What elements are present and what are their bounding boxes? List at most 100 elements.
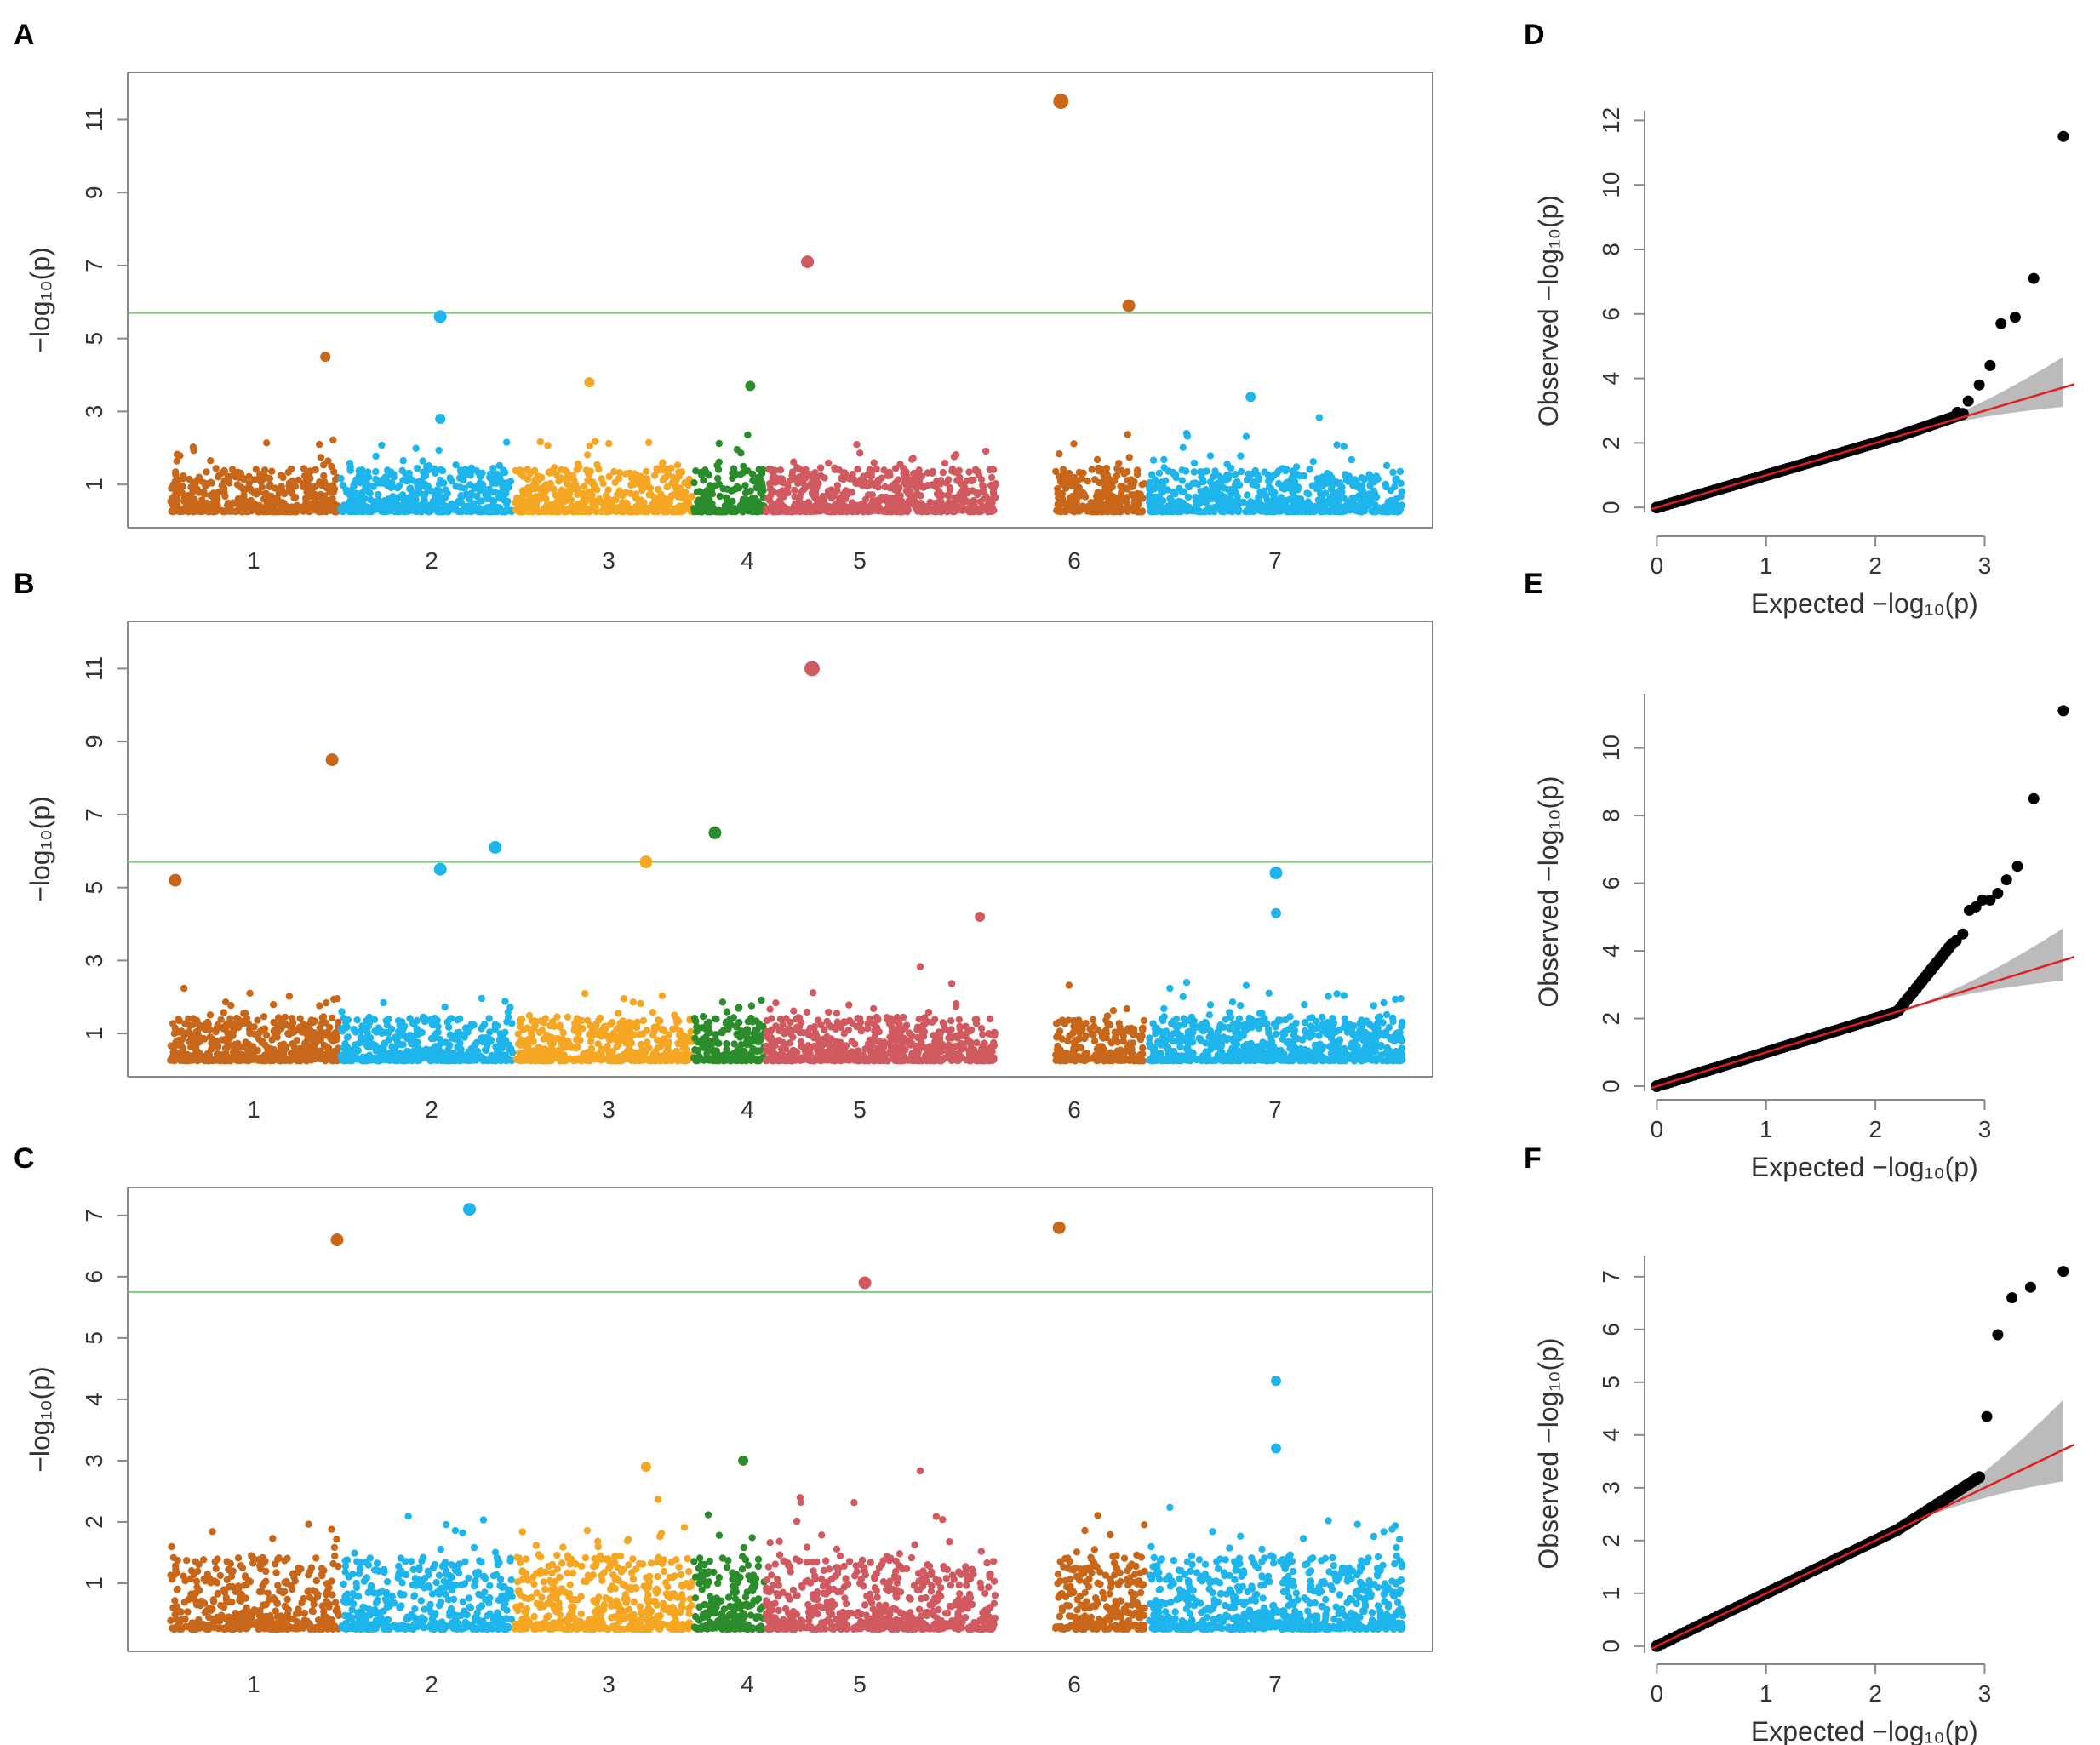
snp-point — [358, 1022, 366, 1030]
snp-point — [519, 489, 527, 498]
snp-point — [825, 1008, 833, 1016]
snp-point — [1059, 466, 1067, 473]
snp-point — [878, 493, 886, 501]
snp-point — [328, 1014, 336, 1022]
snp-point — [1101, 483, 1109, 490]
snp-point — [285, 506, 293, 513]
snp-point — [595, 498, 604, 506]
snp-point — [768, 486, 775, 495]
snp-point — [177, 1042, 185, 1050]
snp-point — [1110, 493, 1118, 501]
snp-point — [418, 503, 426, 511]
panel-label-C: C — [14, 1142, 35, 1175]
snp-point — [227, 1002, 235, 1010]
snp-point — [1097, 495, 1106, 502]
snp-point — [1225, 505, 1233, 513]
snp-point — [797, 507, 804, 515]
snp-point — [518, 1016, 526, 1024]
snp-point — [791, 486, 798, 495]
snp-point — [484, 1057, 492, 1065]
snp-point — [838, 495, 846, 502]
snp-point — [286, 1057, 294, 1065]
snp-point — [495, 461, 503, 470]
snp-point — [392, 496, 399, 504]
snp-point — [629, 1021, 638, 1029]
snp-point — [629, 1051, 638, 1059]
snp-point — [541, 489, 548, 497]
snp-point — [987, 482, 995, 489]
snp-point — [1370, 487, 1378, 495]
snp-point — [708, 490, 716, 498]
snp-point — [825, 503, 833, 511]
snp-point — [1155, 469, 1164, 477]
snp-point — [924, 1009, 933, 1016]
snp-point — [772, 507, 781, 515]
snp-point — [730, 505, 738, 512]
snp-point — [308, 500, 316, 508]
snp-point — [478, 507, 486, 516]
snp-point — [307, 1056, 316, 1064]
snp-point — [763, 507, 770, 516]
peak-snp-point — [435, 414, 446, 424]
snp-point — [926, 498, 934, 506]
snp-point — [524, 1024, 531, 1032]
snp-point — [644, 504, 652, 512]
snp-point — [796, 473, 804, 481]
snp-point — [664, 1044, 672, 1052]
snp-point — [224, 474, 232, 482]
snp-point — [1151, 476, 1159, 483]
snp-point — [593, 461, 601, 469]
snp-point — [372, 452, 380, 461]
snp-point — [917, 492, 924, 500]
snp-point — [937, 508, 945, 516]
snp-point — [573, 1036, 581, 1044]
snp-point — [340, 1056, 347, 1065]
snp-point — [1358, 474, 1366, 482]
snp-point — [1056, 450, 1063, 458]
snp-point — [1301, 506, 1309, 514]
snp-point — [669, 1025, 677, 1033]
x-tick-label: 7 — [1268, 1096, 1282, 1123]
snp-point — [656, 1057, 664, 1065]
snp-point — [278, 472, 286, 479]
x-tick-label: 7 — [1268, 547, 1282, 574]
snp-point — [399, 456, 407, 465]
snp-point — [476, 479, 484, 487]
snp-point — [645, 1044, 653, 1052]
snp-point — [632, 507, 640, 515]
snp-point — [363, 1042, 371, 1050]
snp-point — [1155, 501, 1164, 509]
snp-point — [226, 1057, 234, 1065]
snp-point — [343, 1033, 352, 1042]
snp-point — [1054, 489, 1061, 497]
snp-point — [947, 1017, 955, 1025]
y-tick-label: 9 — [81, 735, 107, 748]
snp-point — [514, 1030, 522, 1038]
snp-point — [1170, 488, 1177, 496]
snp-point — [214, 1050, 221, 1058]
snp-point — [346, 490, 353, 498]
snp-point — [902, 472, 911, 480]
snp-point — [581, 483, 588, 490]
snp-point — [473, 492, 481, 501]
snp-point — [715, 439, 723, 448]
snp-point — [434, 1022, 442, 1031]
snp-point — [457, 1045, 465, 1053]
snp-point — [1233, 478, 1241, 486]
panel-label-F: F — [1524, 1142, 1542, 1175]
panel-label-B: B — [14, 568, 35, 600]
snp-point — [1149, 456, 1158, 464]
snp-point — [541, 504, 549, 512]
snp-point — [236, 1018, 244, 1026]
snp-point — [604, 486, 612, 494]
snp-point — [266, 501, 274, 510]
x-tick-label: 1 — [247, 547, 260, 574]
snp-point — [277, 1041, 284, 1050]
snp-point — [744, 1017, 752, 1026]
snp-point — [913, 484, 921, 492]
snp-point — [378, 1029, 386, 1038]
snp-point — [787, 508, 795, 516]
snp-point — [1382, 461, 1391, 470]
snp-point — [977, 1025, 986, 1033]
snp-point — [547, 1056, 556, 1065]
